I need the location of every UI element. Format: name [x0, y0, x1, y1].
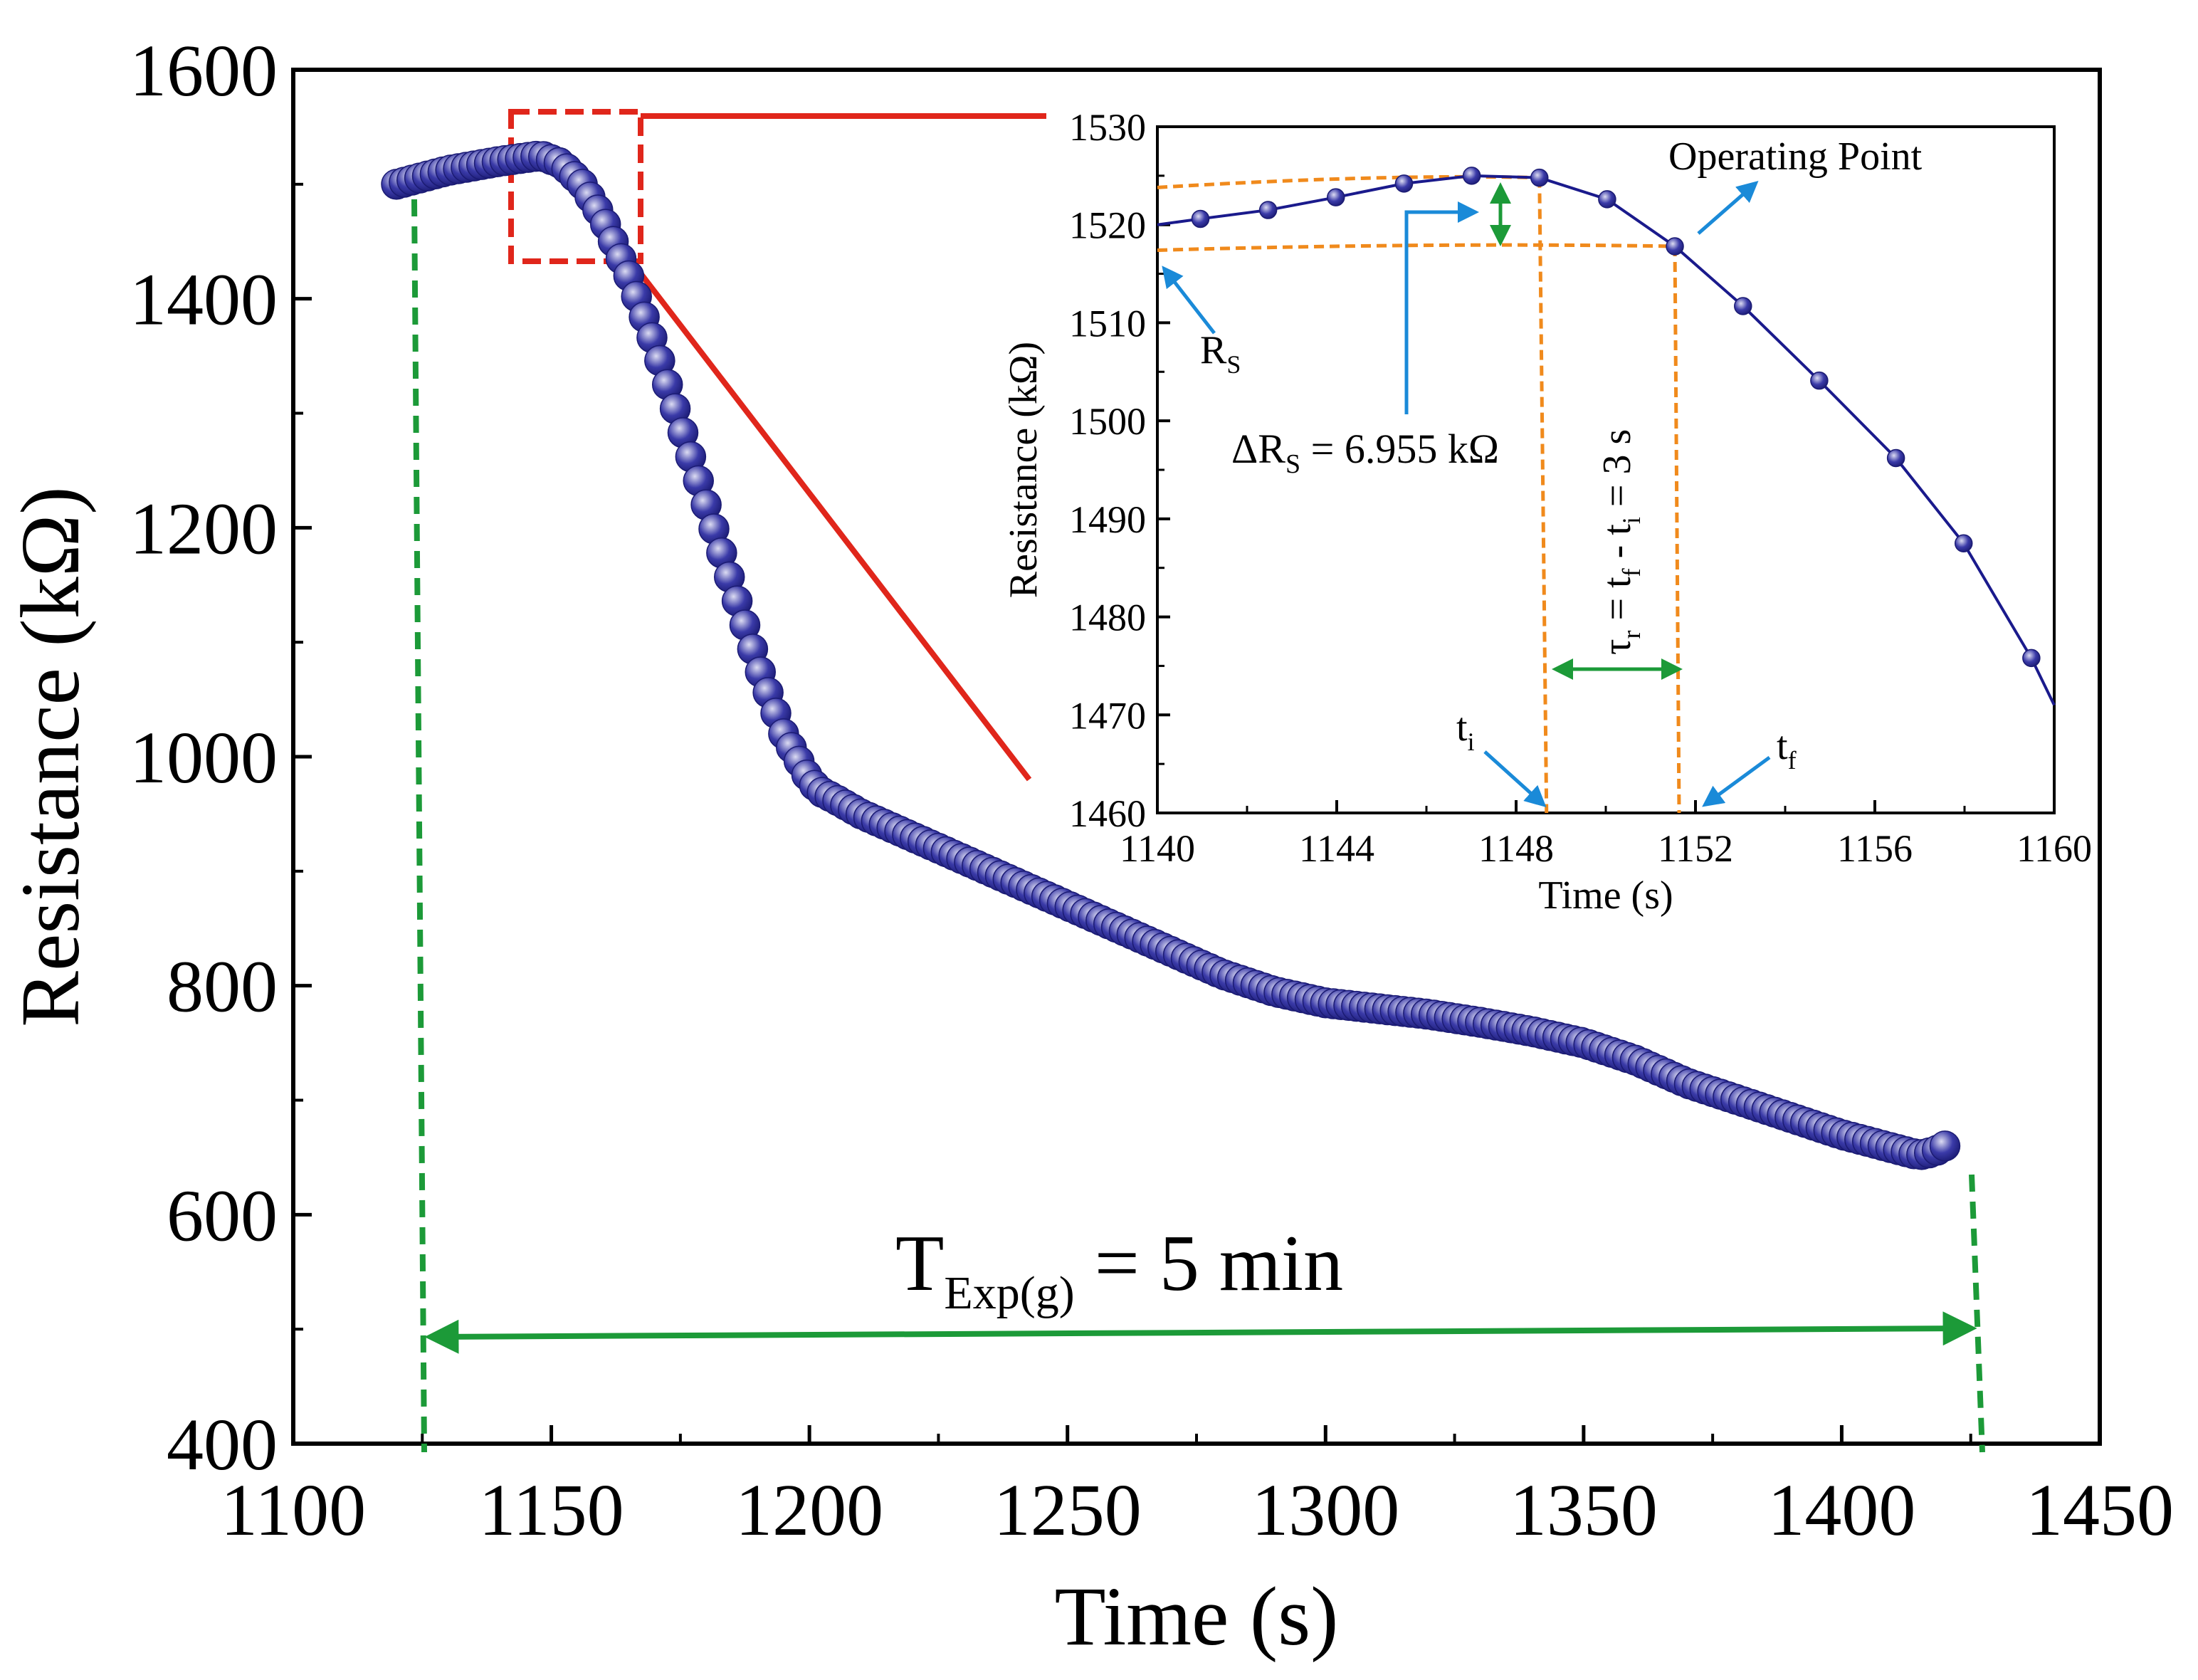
inset-y-tick-label: 1490	[1069, 498, 1146, 541]
tf-label: tf	[1777, 724, 1797, 775]
delta-rs-label: ΔRS = 6.955 kΩ	[1231, 426, 1499, 479]
inset-y-axis-label: Resistance (kΩ)	[1001, 342, 1046, 598]
main-x-tick-label: 1450	[2026, 1469, 2174, 1551]
main-x-axis-label: Time (s)	[1055, 1570, 1339, 1663]
inset-data-point	[1598, 190, 1616, 209]
main-x-tick-label: 1350	[1510, 1469, 1658, 1551]
inset-data-point	[1734, 297, 1752, 315]
main-chart: 1100 1150 1200 1250 1300 1350 1400 1450 400 600 80…	[4, 30, 2174, 1663]
main-x-tick-label: 1250	[994, 1469, 1142, 1551]
main-x-tick-label: 1150	[479, 1469, 624, 1551]
main-x-tick-label: 1300	[1251, 1469, 1399, 1551]
main-y-tick-label: 1000	[130, 717, 278, 799]
main-y-tick-label: 400	[167, 1404, 278, 1486]
inset-plot-frame	[1156, 125, 2056, 814]
inset-y-tick-label: 1510	[1069, 302, 1146, 345]
inset-x-tick-label: 1156	[1837, 827, 1913, 870]
inset-tf-guide	[1673, 246, 1681, 814]
main-x-tick-label: 1200	[735, 1469, 883, 1551]
inset-ti-guide	[1537, 177, 1549, 814]
inset-data-point	[1326, 188, 1345, 206]
exposure-start-guide	[411, 199, 427, 1453]
inset-tick-labels: 1140 1144 1148 1152 1156 1160 1460 1470 1480 1490…	[1069, 106, 2092, 870]
main-y-tick-label: 800	[167, 946, 278, 1028]
inset-data-point	[1394, 174, 1414, 193]
ti-arrow	[1483, 750, 1547, 808]
exposure-end-guide	[1969, 1174, 1985, 1453]
main-y-tick-label: 600	[167, 1175, 278, 1256]
tf-arrow	[1702, 755, 1771, 807]
inset-data-point	[1810, 371, 1829, 390]
inset-y-tick-label: 1470	[1069, 694, 1146, 737]
inset-data-point	[1530, 168, 1549, 187]
inset-y-tick-label: 1530	[1069, 106, 1146, 149]
main-y-tick-label: 1400	[130, 259, 278, 341]
operating-point-arrow	[1697, 181, 1759, 235]
inset-series	[1157, 167, 2056, 706]
operating-point-label: Operating Point	[1668, 135, 1923, 179]
inset-y-tick-label: 1460	[1069, 792, 1146, 835]
exposure-label: TExp(g) = 5 min	[895, 1219, 1343, 1319]
main-series	[381, 140, 1961, 1170]
exposure-arrow	[424, 1311, 1977, 1354]
delta-rs-pointer	[1404, 201, 1479, 414]
inset-x-tick-label: 1160	[2016, 827, 2092, 870]
main-data-point	[1929, 1130, 1961, 1162]
main-y-tick-label: 1200	[130, 488, 278, 569]
inset-data-point	[1462, 167, 1481, 185]
zoom-box	[508, 109, 643, 264]
inset-data-point	[1666, 237, 1684, 256]
main-y-tick-label: 1600	[130, 30, 278, 112]
inset-lower-guide	[1157, 243, 1676, 253]
inset-data-point	[1258, 201, 1278, 219]
inset-data-point	[1886, 448, 1905, 468]
inset-chart: 1140 1144 1148 1152 1156 1160 1460 1470 1480 1490…	[1001, 106, 2092, 918]
main-tick-labels: 1100 1150 1200 1250 1300 1350 1400 1450 400 600 80…	[130, 30, 2174, 1551]
inset-x-tick-label: 1148	[1478, 827, 1554, 870]
inset-x-tick-label: 1152	[1658, 827, 1733, 870]
inset-x-tick-label: 1140	[1120, 827, 1195, 870]
rs-label: RS	[1200, 328, 1241, 379]
ti-label: ti	[1456, 705, 1475, 756]
rs-arrow	[1162, 266, 1216, 335]
inset-data-point	[1191, 209, 1210, 229]
zoom-connector-bottom	[616, 243, 1032, 782]
main-x-tick-label: 1400	[1767, 1469, 1915, 1551]
inset-y-tick-label: 1500	[1069, 400, 1146, 443]
inset-data-point	[2022, 649, 2041, 668]
inset-x-axis-label: Time (s)	[1538, 873, 1673, 918]
inset-y-tick-label: 1480	[1069, 597, 1146, 639]
inset-data-point	[1954, 534, 1973, 553]
main-plot-frame	[291, 68, 2102, 1446]
inset-y-tick-label: 1520	[1069, 204, 1146, 247]
inset-x-tick-label: 1144	[1299, 827, 1374, 870]
main-y-axis-label: Resistance (kΩ)	[4, 486, 97, 1027]
main-x-tick-label: 1100	[221, 1469, 366, 1551]
response-time-label: τr = tf - ti = 3 s	[1595, 429, 1646, 655]
